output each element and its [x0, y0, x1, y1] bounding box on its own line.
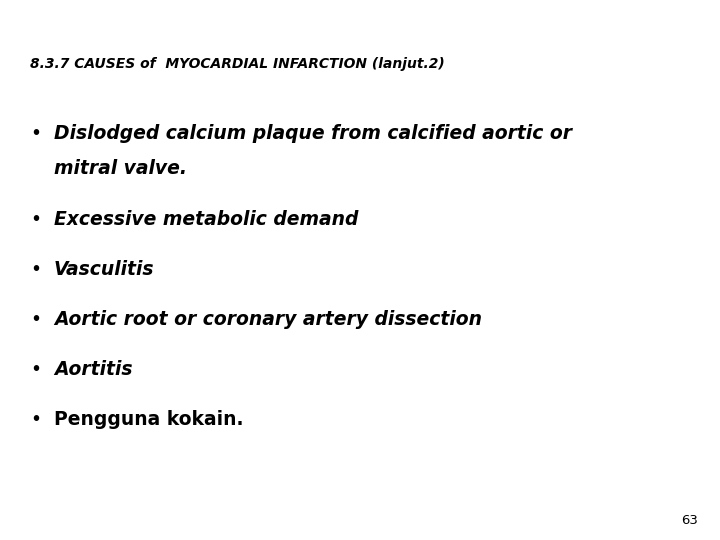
Text: mitral valve.: mitral valve.: [54, 159, 187, 178]
Text: •: •: [30, 260, 41, 279]
Text: 8.3.7 CAUSES of  MYOCARDIAL INFARCTION (lanjut.2): 8.3.7 CAUSES of MYOCARDIAL INFARCTION (l…: [30, 57, 445, 71]
Text: •: •: [30, 410, 41, 429]
Text: Aortitis: Aortitis: [54, 360, 132, 379]
Text: Excessive metabolic demand: Excessive metabolic demand: [54, 210, 359, 228]
Text: •: •: [30, 310, 41, 329]
Text: 63: 63: [682, 514, 698, 526]
Text: Dislodged calcium plaque from calcified aortic or: Dislodged calcium plaque from calcified …: [54, 124, 572, 143]
Text: •: •: [30, 210, 41, 228]
Text: •: •: [30, 360, 41, 379]
Text: Vasculitis: Vasculitis: [54, 260, 155, 279]
Text: Aortic root or coronary artery dissection: Aortic root or coronary artery dissectio…: [54, 310, 482, 329]
Text: Pengguna kokain.: Pengguna kokain.: [54, 410, 243, 429]
Text: •: •: [30, 124, 41, 143]
